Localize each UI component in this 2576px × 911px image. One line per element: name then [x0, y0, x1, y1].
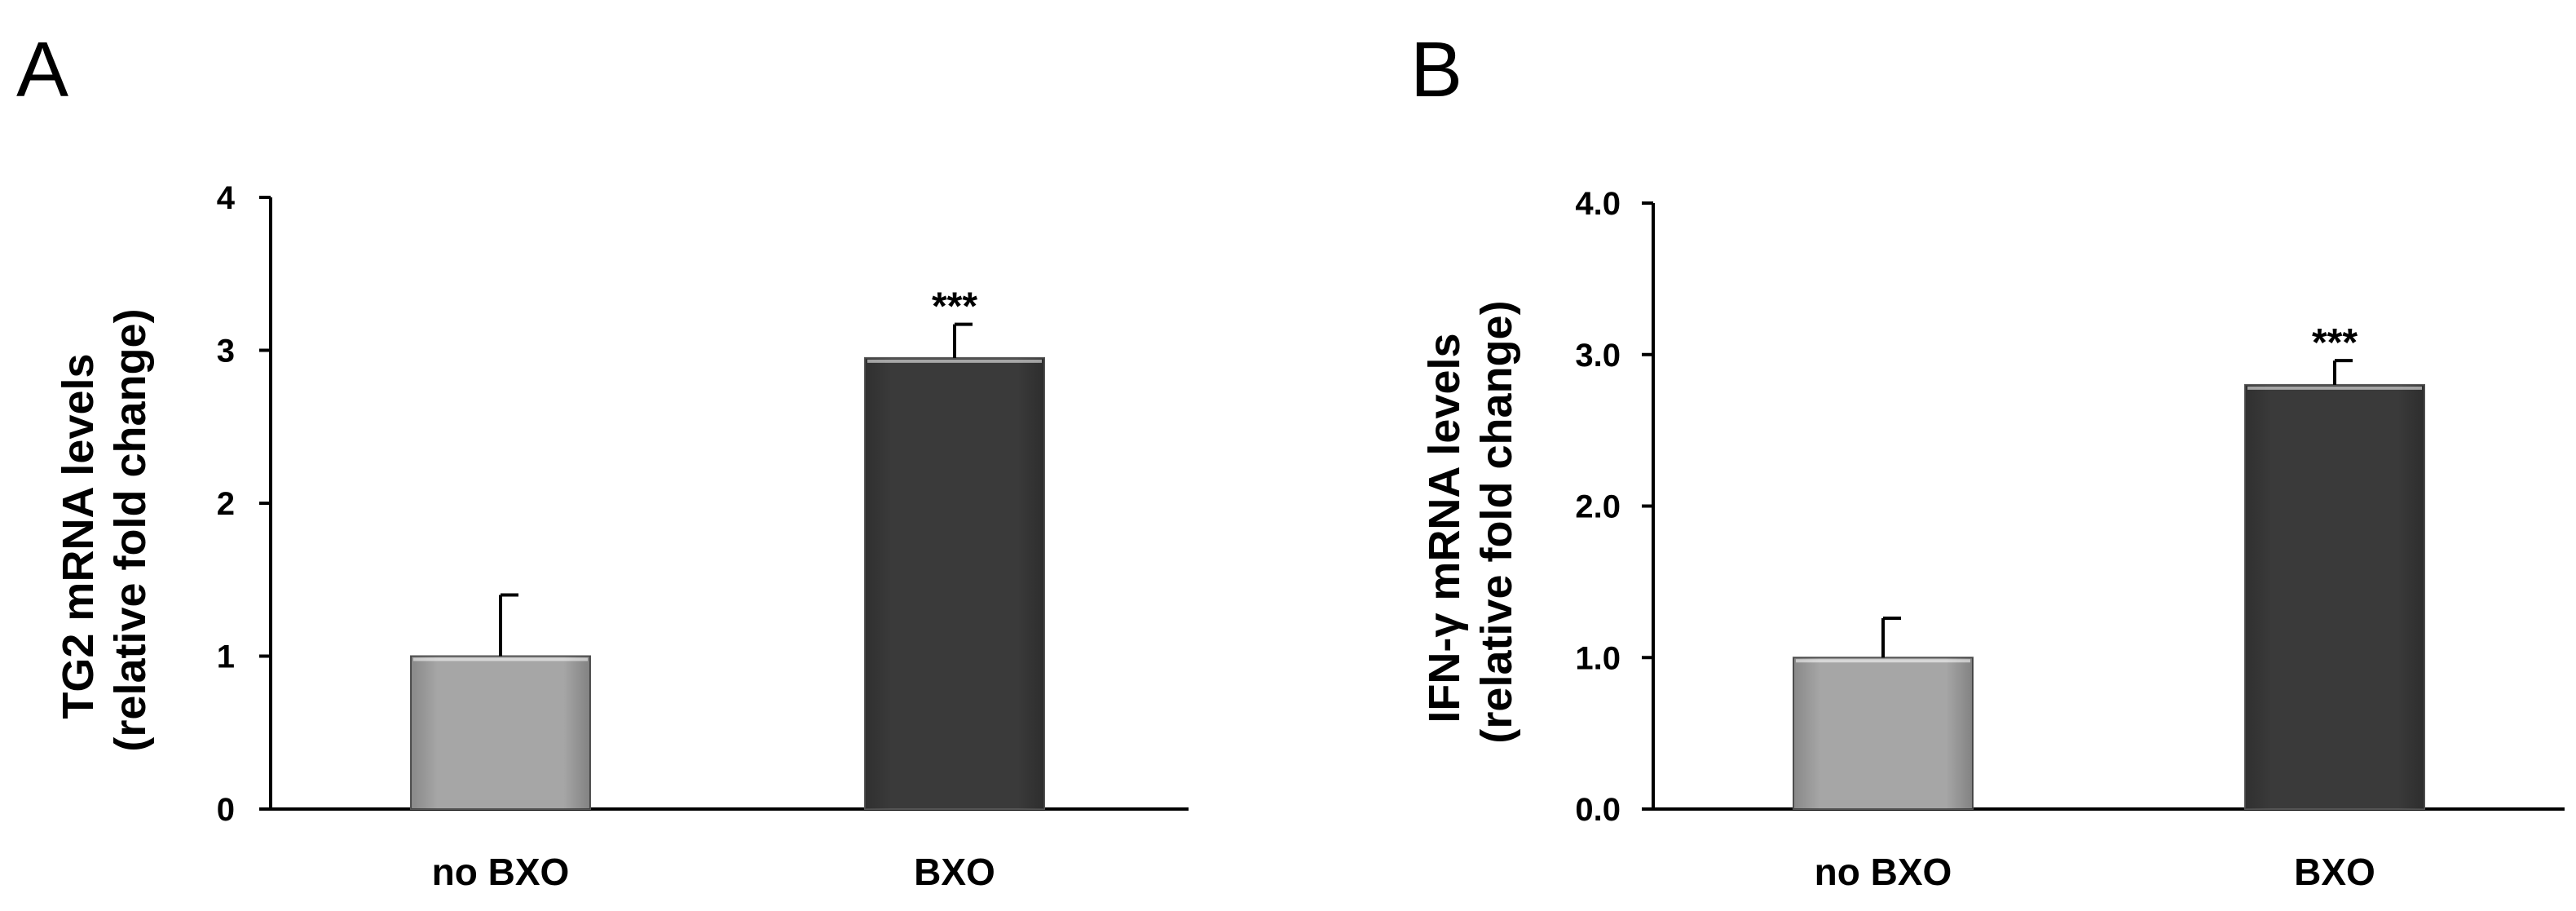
y-tick-label: 3.0	[1575, 338, 1621, 374]
panel-b: B IFN-γ mRNA levels (relative fold chang…	[1410, 26, 2565, 893]
panel-a: A TG2 mRNA levels (relative fold change)…	[16, 26, 1189, 893]
y-axis-title-b-line1: IFN-γ mRNA levels	[1420, 333, 1469, 723]
bars-b: no BXO *** BXO	[1793, 321, 2425, 893]
panel-letter-b: B	[1410, 26, 1462, 113]
y-tick-label: 3	[217, 334, 235, 369]
panel-letter-a: A	[16, 26, 68, 113]
category-label: no BXO	[1815, 851, 1952, 893]
y-axis-title-a: TG2 mRNA levels (relative fold change)	[54, 308, 155, 751]
bar-shading	[2245, 384, 2424, 809]
y-axis-title-b: IFN-γ mRNA levels (relative fold change)	[1420, 300, 1521, 743]
y-tick-label: 2	[217, 486, 235, 522]
category-label: no BXO	[432, 851, 570, 893]
y-tick-label: 4	[217, 180, 236, 216]
y-axis-title-a-line2: (relative fold change)	[106, 308, 155, 751]
bars-a: no BXO *** BXO	[410, 285, 1045, 893]
y-tick-label: 4.0	[1575, 186, 1621, 222]
significance-label: ***	[2312, 321, 2358, 365]
significance-label: ***	[932, 285, 977, 329]
bar-shading	[865, 357, 1044, 809]
y-tick-label: 1	[217, 639, 235, 675]
y-tick-label: 0.0	[1575, 792, 1621, 828]
y-axis-title-a-line1: TG2 mRNA levels	[54, 353, 103, 719]
category-label: BXO	[914, 851, 995, 893]
y-axis-title-b-line2: (relative fold change)	[1472, 300, 1521, 743]
y-tick-label: 0	[217, 792, 235, 828]
category-label: BXO	[2294, 851, 2375, 893]
bar-shading	[411, 656, 590, 809]
bar-shading	[1793, 657, 1973, 809]
y-tick-label: 1.0	[1575, 640, 1621, 676]
y-tick-label: 2.0	[1575, 489, 1621, 525]
